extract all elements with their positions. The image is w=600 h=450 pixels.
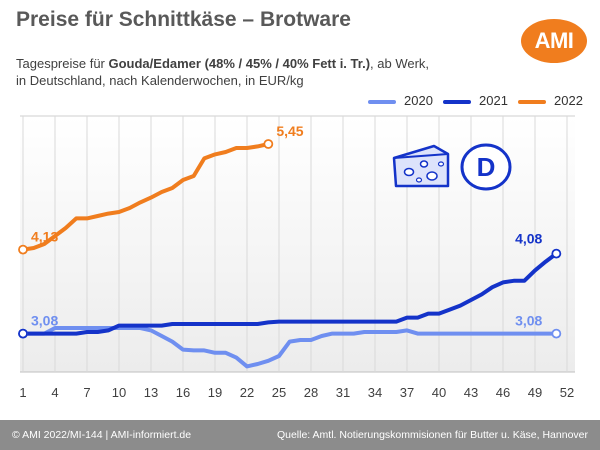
- cheese-icon: [392, 144, 450, 188]
- x-tick-label: 37: [400, 385, 414, 400]
- x-tick-label: 40: [432, 385, 446, 400]
- series-2020-end-point: [551, 328, 562, 339]
- chart-subtitle: Tagespreise für Gouda/Edamer (48% / 45% …: [16, 55, 429, 89]
- chart-title: Preise für Schnittkäse – Brotware: [16, 8, 351, 31]
- x-tick-label: 34: [368, 385, 382, 400]
- series-line-2022: [21, 142, 271, 252]
- x-tick-label: 4: [51, 385, 58, 400]
- subtitle-product: Gouda/Edamer (48% / 45% / 40% Fett i. Tr…: [108, 56, 371, 71]
- x-tick-label: 7: [83, 385, 90, 400]
- x-tick-label: 43: [464, 385, 478, 400]
- legend-label-2020: 2020: [404, 93, 433, 108]
- x-tick-label: 13: [144, 385, 158, 400]
- series-line-2021: [21, 251, 559, 336]
- subtitle-prefix: Tagespreise für: [16, 56, 109, 71]
- series-2021-start-point: [18, 328, 28, 339]
- legend-label-2022: 2022: [554, 93, 583, 108]
- legend-label-2021: 2021: [479, 93, 508, 108]
- data-label-2021-end: 4,08: [515, 231, 542, 247]
- legend-swatch-2020: [368, 99, 396, 104]
- legend-swatch-2021: [443, 99, 471, 104]
- x-tick-label: 25: [272, 385, 286, 400]
- legend-item-2020: 2020: [368, 93, 433, 108]
- footer-copyright: © AMI 2022/MI-144 | AMI-informiert.de: [12, 429, 192, 441]
- x-tick-label: 46: [496, 385, 510, 400]
- subtitle-suffix: , ab Werk,: [370, 56, 430, 71]
- x-tick-label: 28: [304, 385, 318, 400]
- x-tick-label: 22: [240, 385, 254, 400]
- series-2022-end-point: [263, 139, 274, 149]
- x-tick-label: 31: [336, 385, 350, 400]
- footer-source: Quelle: Amtl. Notierungskommisionen für …: [276, 429, 588, 441]
- country-badge-text: D: [477, 152, 496, 182]
- legend-swatch-2022: [518, 99, 546, 104]
- data-label-2022-end: 5,45: [276, 123, 303, 139]
- legend-item-2022: 2022: [518, 93, 583, 108]
- x-tick-label: 19: [208, 385, 222, 400]
- country-badge-icon: D: [460, 143, 512, 191]
- x-tick-label: 49: [528, 385, 542, 400]
- data-label-2022-start: 4,13: [31, 229, 58, 245]
- ami-logo: AMI: [521, 19, 587, 63]
- data-label-2020-end: 3,08: [515, 313, 542, 329]
- series-2022-start-point: [18, 244, 28, 255]
- footer-bar: © AMI 2022/MI-144 | AMI-informiert.de Qu…: [0, 420, 600, 450]
- x-tick-label: 16: [176, 385, 190, 400]
- x-tick-label: 1: [19, 385, 26, 400]
- x-tick-label: 52: [560, 385, 574, 400]
- subtitle-line2: in Deutschland, nach Kalenderwochen, in …: [16, 73, 304, 88]
- data-label-2020-start: 3,08: [31, 313, 58, 329]
- series-2021-end-point: [551, 248, 562, 259]
- x-tick-label: 10: [112, 385, 126, 400]
- legend-item-2021: 2021: [443, 93, 508, 108]
